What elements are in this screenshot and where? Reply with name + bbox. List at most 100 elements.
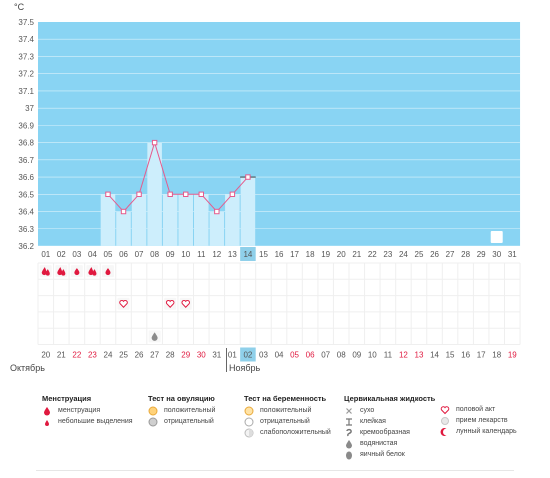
day-label: 31 (508, 250, 517, 259)
day-label: 20 (337, 250, 346, 259)
day-label: 15 (259, 250, 268, 259)
cycle-day-label: 26 (135, 350, 144, 359)
month-november: Ноябрь (229, 363, 261, 373)
menstruation-drop-icon (92, 269, 97, 276)
divider (36, 470, 514, 471)
heart-icon (165, 299, 175, 308)
cycle-day-label: 22 (72, 350, 81, 359)
y-tick-label: 37.3 (18, 52, 34, 61)
cycle-day-label: 01 (228, 350, 237, 359)
legend-item: положительный (148, 405, 215, 416)
temperature-point (245, 174, 251, 180)
y-tick-label: 36.2 (18, 242, 34, 251)
egg-white-icon (344, 450, 354, 460)
legend-label: менструация (58, 407, 101, 414)
day-label: 09 (166, 250, 175, 259)
legend-menstruation: Менструация менструация небольшие выделе… (42, 392, 133, 427)
menstruation-drop-icon (57, 267, 63, 276)
legend: Менструация менструация небольшие выделе… (0, 392, 550, 478)
heart-icon (119, 299, 128, 308)
bbt-chart: °C 37.5 37.4 37.3 37.2 37.1 37 36.9 36.8 36.7 36.… (10, 2, 521, 373)
event-grid (37, 262, 521, 345)
legend-label: отрицательный (260, 418, 310, 425)
cycle-day-label: 28 (166, 350, 175, 359)
moon-markers (490, 230, 503, 243)
y-tick-label: 36.8 (18, 139, 34, 148)
legend-item: отрицательный (244, 416, 331, 427)
unit-label: °C (14, 2, 25, 12)
day-label: 02 (57, 250, 66, 259)
temperature-point (229, 191, 236, 198)
day-label: 07 (135, 250, 144, 259)
legend-label: положительный (164, 407, 216, 414)
menstruation-drop-icon (42, 406, 52, 416)
pregnancy-negative-icon (244, 417, 254, 427)
y-tick-label: 37 (25, 104, 34, 113)
moon-marker-box (490, 230, 503, 243)
day-label: 18 (306, 250, 315, 259)
cycle-day-label: 15 (446, 350, 455, 359)
menstruation-drop-icon (61, 269, 66, 276)
legend-label: клейкая (360, 418, 386, 425)
cycle-day-label: 07 (321, 350, 330, 359)
cycle-day-label: 14 (430, 350, 439, 359)
temperature-bar (194, 194, 209, 246)
temperature-bar (116, 211, 131, 246)
day-label: 06 (119, 250, 128, 259)
legend-item: клейкая (344, 416, 435, 427)
temperature-bar (225, 194, 240, 246)
cycle-day-label: 10 (368, 350, 377, 359)
legend-item: кремообразная (344, 427, 435, 438)
watery-icon (151, 332, 158, 341)
cycle-day-label: 13 (415, 350, 424, 359)
cycle-day-label: 25 (119, 350, 128, 359)
legend-label: отрицательный (164, 418, 214, 425)
y-tick-label: 36.5 (18, 190, 34, 199)
legend-label: яичный белок (360, 451, 405, 458)
temperature-point (167, 191, 173, 198)
watery-icon (344, 439, 354, 449)
cycle-day-label: 23 (88, 350, 97, 359)
temperature-point (198, 191, 204, 198)
cycle-day-label: 30 (197, 350, 206, 359)
day-label: 29 (477, 250, 486, 259)
legend-title: Тест на беременность (244, 394, 327, 403)
menstruation-drop-icon (88, 267, 94, 276)
day-label: 08 (150, 250, 159, 259)
cycle-day-label: 11 (384, 350, 393, 359)
y-tick-label: 36.3 (18, 225, 34, 234)
y-tick-label: 37.4 (18, 35, 34, 44)
day-label: 16 (275, 250, 284, 259)
cycle-day-label: 19 (508, 350, 517, 359)
temperature-point (136, 191, 142, 198)
legend-item: положительный (244, 405, 331, 416)
legend-item: небольшие выделения (42, 416, 133, 427)
legend-item: сухо (344, 405, 435, 416)
legend-label: прием лекарств (456, 417, 508, 424)
pregnancy-weak-icon (244, 428, 254, 438)
day-label: 14 (243, 250, 252, 259)
day-label: 01 (41, 250, 50, 259)
temperature-bar (178, 194, 193, 246)
y-tick-label: 37.1 (18, 87, 34, 96)
ovulation-negative-icon (148, 417, 158, 427)
event-icons (39, 265, 192, 343)
cycle-day-label: 12 (399, 350, 408, 359)
cycle-day-label: 04 (275, 350, 284, 359)
y-tick-label: 36.7 (18, 156, 34, 165)
legend-label: слабоположительный (260, 429, 331, 436)
day-label: 24 (399, 250, 408, 259)
spotting-drop-icon (105, 268, 111, 276)
temperature-series-line (107, 140, 249, 213)
legend-ovulation: Тест на овуляцию положительный отрицател… (148, 392, 215, 427)
y-tick-label: 37.5 (18, 18, 34, 27)
legend-label: половой акт (456, 406, 496, 413)
legend-item: отрицательный (148, 416, 215, 427)
temperature-line (107, 140, 249, 213)
legend-label: лунный календарь (456, 428, 517, 435)
temperature-point (214, 208, 220, 215)
cycle-day-label: 05 (290, 350, 299, 359)
cycle-day-label: 16 (461, 350, 470, 359)
legend-label: кремообразная (360, 429, 410, 436)
today-highlight (240, 246, 256, 261)
